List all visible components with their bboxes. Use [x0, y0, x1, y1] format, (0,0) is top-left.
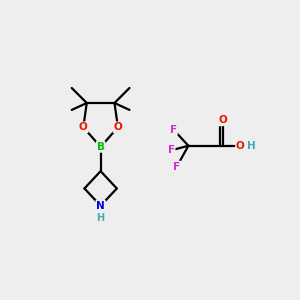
Text: O: O	[219, 115, 227, 125]
Text: O: O	[79, 122, 88, 132]
Text: H: H	[97, 214, 105, 224]
Text: B: B	[97, 142, 105, 152]
Text: F: F	[167, 145, 175, 155]
Text: F: F	[170, 124, 177, 135]
Text: O: O	[236, 141, 245, 151]
Text: H: H	[247, 141, 256, 151]
Text: O: O	[114, 122, 122, 132]
Text: N: N	[96, 201, 105, 211]
Text: F: F	[173, 161, 180, 172]
